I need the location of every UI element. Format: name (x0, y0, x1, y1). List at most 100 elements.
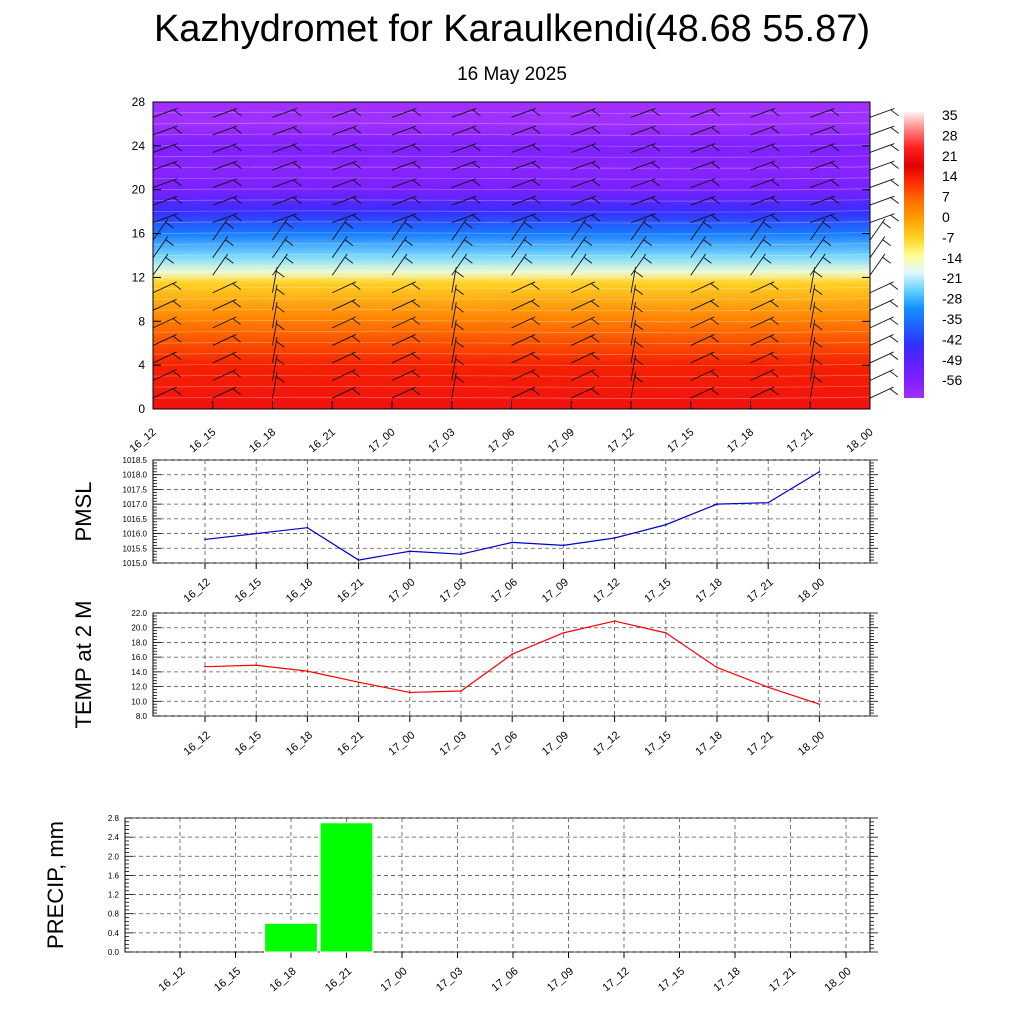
cross-section-panel: 0 4 8 12 16 20 24 28 16_12 16_15 16_18 16_21 17_00 17… (127, 95, 899, 455)
x-tick-label: 17_03 (426, 426, 457, 455)
data-point (204, 538, 206, 541)
contour-line (152, 188, 871, 191)
x-tick-label: 17_06 (489, 576, 520, 605)
wind-barb-flag (889, 318, 899, 325)
wind-barb-flag (232, 388, 241, 396)
y-tick-label: 2.0 (108, 852, 120, 861)
wind-barb (511, 108, 537, 118)
wind-barb-flag (172, 318, 182, 325)
data-point (255, 532, 257, 535)
y-tick-label: 24 (132, 139, 146, 153)
wind-barb-flag (770, 162, 780, 169)
wind-barb-flag (890, 179, 899, 187)
wind-barb-flag (583, 239, 593, 247)
wind-barb-flag (412, 144, 421, 152)
wind-barb (511, 213, 537, 224)
wind-barb (511, 125, 537, 136)
wind-barb-flag (351, 388, 361, 396)
wind-barb (690, 213, 716, 224)
wind-barb-flag (890, 127, 899, 134)
wind-barb-flag (276, 288, 285, 296)
wind-barb (869, 298, 894, 311)
wind-barb-flag (590, 318, 600, 325)
wind-barb-flag (651, 197, 660, 204)
x-tick-label: 17_12 (605, 426, 636, 455)
x-tick-label: 16_18 (247, 426, 278, 455)
wind-barb (750, 316, 775, 329)
x-tick-label: 18_00 (796, 729, 827, 758)
data-point (818, 703, 821, 706)
data-point (665, 523, 667, 526)
y-tick-label: 0 (138, 402, 145, 416)
y-tick-label: 4 (138, 358, 145, 372)
wind-barb-flag (233, 109, 242, 117)
wind-barb-flag (351, 353, 361, 361)
colorbar-label: -56 (942, 372, 962, 388)
wind-barb-flag (770, 283, 779, 290)
plot-frame (152, 612, 871, 717)
wind-barb-flag (762, 256, 772, 264)
wind-barb-flag (472, 127, 481, 134)
wind-barb-flag (889, 335, 899, 343)
contour-line (152, 177, 871, 180)
wind-barb-flag (711, 109, 720, 117)
wind-barb (810, 125, 835, 136)
x-tick-label: 17_06 (489, 729, 520, 758)
wind-barb-flag (591, 162, 601, 169)
wind-barb-flag (531, 388, 540, 396)
wind-barb-flag (882, 239, 891, 247)
wind-barb-flag (889, 353, 899, 361)
x-tick-label: 17_18 (693, 729, 724, 758)
wind-barb-flag (813, 288, 823, 296)
data-point (357, 681, 360, 683)
wind-barb-flag (292, 179, 302, 187)
wind-barb-flag (292, 197, 302, 204)
wind-barb (212, 281, 237, 294)
wind-barb (152, 195, 178, 206)
wind-barb-flag (352, 127, 362, 134)
y-tick-label: 1015.0 (123, 559, 148, 568)
wind-barb-flag (770, 370, 779, 378)
x-tick-label: 17_03 (437, 576, 468, 605)
wind-barb-flag (404, 256, 413, 264)
wind-barb (571, 143, 596, 153)
wind-barb (750, 281, 775, 294)
wind-barb (511, 160, 537, 171)
wind-barb (212, 386, 237, 399)
wind-barb-flag (173, 109, 182, 117)
x-tick-label: 18_00 (822, 965, 853, 994)
wind-barb-flag (233, 144, 242, 152)
wind-barb-flag (651, 162, 660, 169)
wind-barb-flag (710, 335, 719, 343)
y-tick-label: 1018.5 (123, 456, 148, 465)
panel-pmsl: 1015.0 1015.5 1016.0 1016.5 1017.0 1017.5 1018… (71, 456, 878, 605)
x-tick-label: 17_21 (767, 965, 798, 994)
wind-barb (750, 351, 775, 364)
contour-line (152, 330, 871, 334)
wind-barb (332, 195, 357, 206)
x-tick-label: 17_09 (545, 965, 576, 994)
contour-line (152, 155, 871, 158)
wind-barb (750, 386, 775, 399)
wind-barb-flag (590, 283, 600, 290)
contour-line (152, 122, 871, 125)
colorbar-label: 35 (942, 107, 958, 123)
x-tick-label: 17_09 (540, 729, 571, 758)
wind-barb (451, 195, 477, 206)
wind-barb (571, 213, 596, 224)
wind-barb (511, 386, 536, 399)
wind-barb-flag (292, 214, 302, 222)
wind-barb-flag (634, 376, 644, 383)
wind-barb-flag (770, 318, 779, 325)
data-point (460, 553, 462, 555)
data-point (562, 632, 565, 634)
wind-barb (869, 143, 895, 153)
data-point (767, 501, 769, 504)
colorbar-label: 7 (942, 189, 950, 205)
wind-barb (212, 178, 238, 188)
wind-barb (571, 178, 596, 188)
y-tick-label: 2.8 (108, 814, 120, 823)
chart-title: Kazhydromet for Karaulkendi(48.68 55.87) (153, 8, 871, 50)
wind-barb (810, 160, 835, 171)
